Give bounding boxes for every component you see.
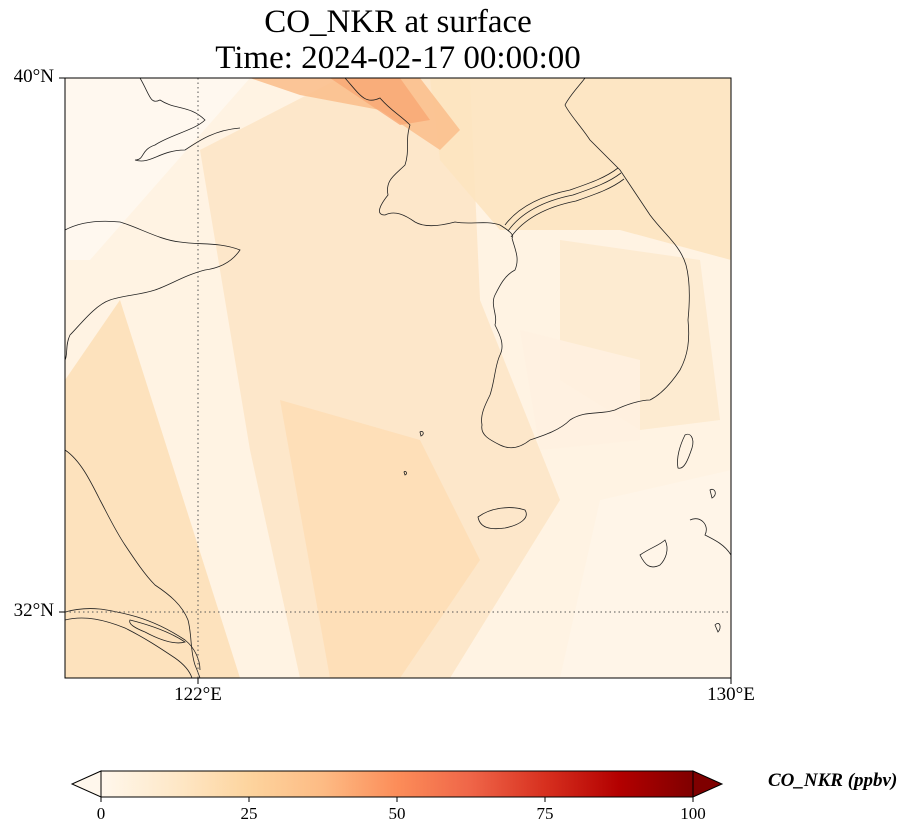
- colorbar-extend-min: [70, 770, 102, 798]
- border-line-2: [507, 172, 622, 232]
- islet-2: [714, 623, 721, 633]
- border-line-3: [510, 178, 625, 238]
- coastlines: [65, 78, 731, 678]
- coast-kyushu-north: [689, 518, 731, 556]
- yangtze-island: [129, 619, 186, 644]
- islet-3: [403, 471, 407, 476]
- lat-label-32: 32°N: [13, 600, 54, 621]
- goto-islands: [639, 539, 668, 568]
- coast-shandong: [65, 220, 241, 361]
- islet-1: [709, 488, 716, 499]
- colorbar-extend-max: [692, 770, 724, 798]
- colorbar-label: CO_NKR (ppbv): [768, 770, 898, 791]
- coast-jiangsu: [65, 449, 201, 678]
- plume-band-central: [200, 78, 560, 678]
- low-southeast: [560, 470, 731, 678]
- plume-band-west: [65, 300, 240, 678]
- colorbar-tick-label-100: 100: [680, 804, 706, 823]
- colorbar: [70, 770, 724, 802]
- colorbar-tick-label-0: 0: [96, 804, 106, 823]
- lon-label-130: 130°E: [707, 684, 755, 705]
- coast-yangtze-south: [65, 617, 193, 678]
- coast-korea: [481, 78, 690, 449]
- plume-band-south: [280, 400, 480, 678]
- tsushima-island: [677, 433, 694, 469]
- islet-4: [419, 431, 424, 437]
- lat-label-40: 40°N: [13, 66, 54, 87]
- low-northwest: [65, 78, 250, 260]
- low-korea-south: [520, 330, 640, 450]
- colorbar-tick-label-25: 25: [240, 804, 258, 823]
- coast-liaodong-east: [344, 78, 514, 239]
- coast-yangtze-north: [65, 608, 201, 671]
- colorbar-tick-label-75: 75: [536, 804, 554, 823]
- colorbar-gradient: [101, 771, 693, 797]
- jeju-island: [477, 507, 527, 530]
- coast-liaodong-west: [134, 78, 241, 162]
- map-title-variable: CO_NKR at surface: [264, 4, 532, 40]
- lon-label-122: 122°E: [174, 684, 222, 705]
- plume-band-north: [430, 78, 731, 260]
- map-frame: [64, 77, 732, 679]
- concentration-field: [65, 78, 731, 678]
- colorbar-tick-label-50: 50: [388, 804, 406, 823]
- map-title-time: Time: 2024-02-17 00:00:00: [215, 40, 581, 76]
- border-line-1: [504, 167, 619, 226]
